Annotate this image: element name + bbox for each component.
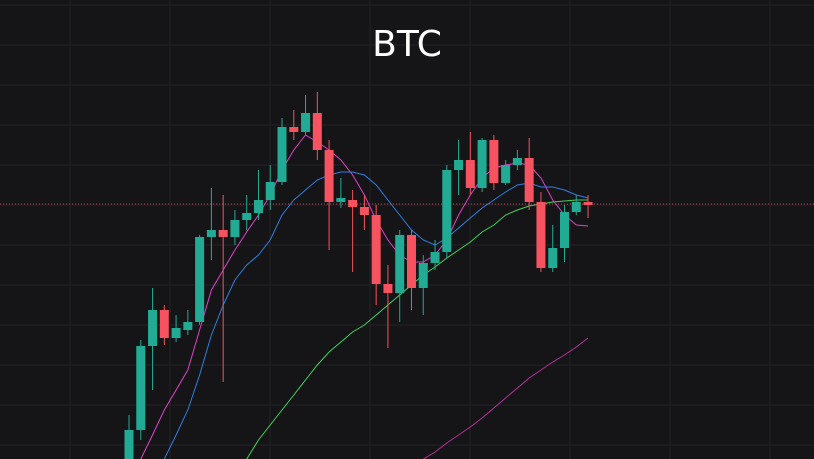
candle-body bbox=[253, 200, 263, 213]
candle-body bbox=[348, 200, 358, 207]
candle-body bbox=[324, 150, 334, 202]
moving-average-line bbox=[163, 171, 589, 459]
candle-body bbox=[430, 252, 440, 263]
candle-body bbox=[195, 237, 205, 322]
candle-body bbox=[371, 215, 381, 284]
candle-body bbox=[230, 220, 240, 237]
moving-average-line bbox=[423, 337, 589, 459]
candle-body bbox=[465, 160, 475, 188]
candle-body bbox=[501, 165, 511, 183]
candle-body bbox=[477, 140, 487, 188]
candle-body bbox=[289, 127, 299, 132]
candle-body bbox=[312, 113, 322, 150]
candle-body bbox=[536, 202, 546, 268]
candle-body bbox=[301, 113, 311, 132]
candle-body bbox=[171, 328, 181, 338]
candle-body bbox=[359, 207, 369, 215]
candle-body bbox=[571, 202, 581, 212]
candle-body bbox=[512, 158, 522, 165]
candle-body bbox=[218, 230, 228, 237]
candle-body bbox=[383, 284, 393, 293]
chart-title: BTC bbox=[372, 24, 442, 65]
candle-body bbox=[183, 322, 193, 330]
candle-body bbox=[148, 310, 158, 346]
candle-body bbox=[277, 127, 287, 182]
candle-body bbox=[124, 430, 134, 459]
candle-body bbox=[418, 263, 428, 288]
candle-body bbox=[336, 198, 346, 202]
candle-body bbox=[406, 235, 416, 288]
candle-body bbox=[583, 202, 593, 205]
candle-body bbox=[136, 346, 146, 430]
candle-body bbox=[454, 160, 464, 170]
candle-body bbox=[242, 213, 252, 220]
candle-body bbox=[206, 230, 216, 237]
candle-body bbox=[548, 248, 558, 268]
candle-body bbox=[395, 235, 405, 293]
candle-body bbox=[559, 212, 569, 248]
candle-body bbox=[442, 170, 452, 252]
candle-body bbox=[524, 158, 534, 202]
candle-body bbox=[265, 182, 275, 200]
candle-body bbox=[489, 140, 499, 183]
moving-average-line bbox=[246, 199, 588, 459]
candle-body bbox=[159, 310, 169, 338]
